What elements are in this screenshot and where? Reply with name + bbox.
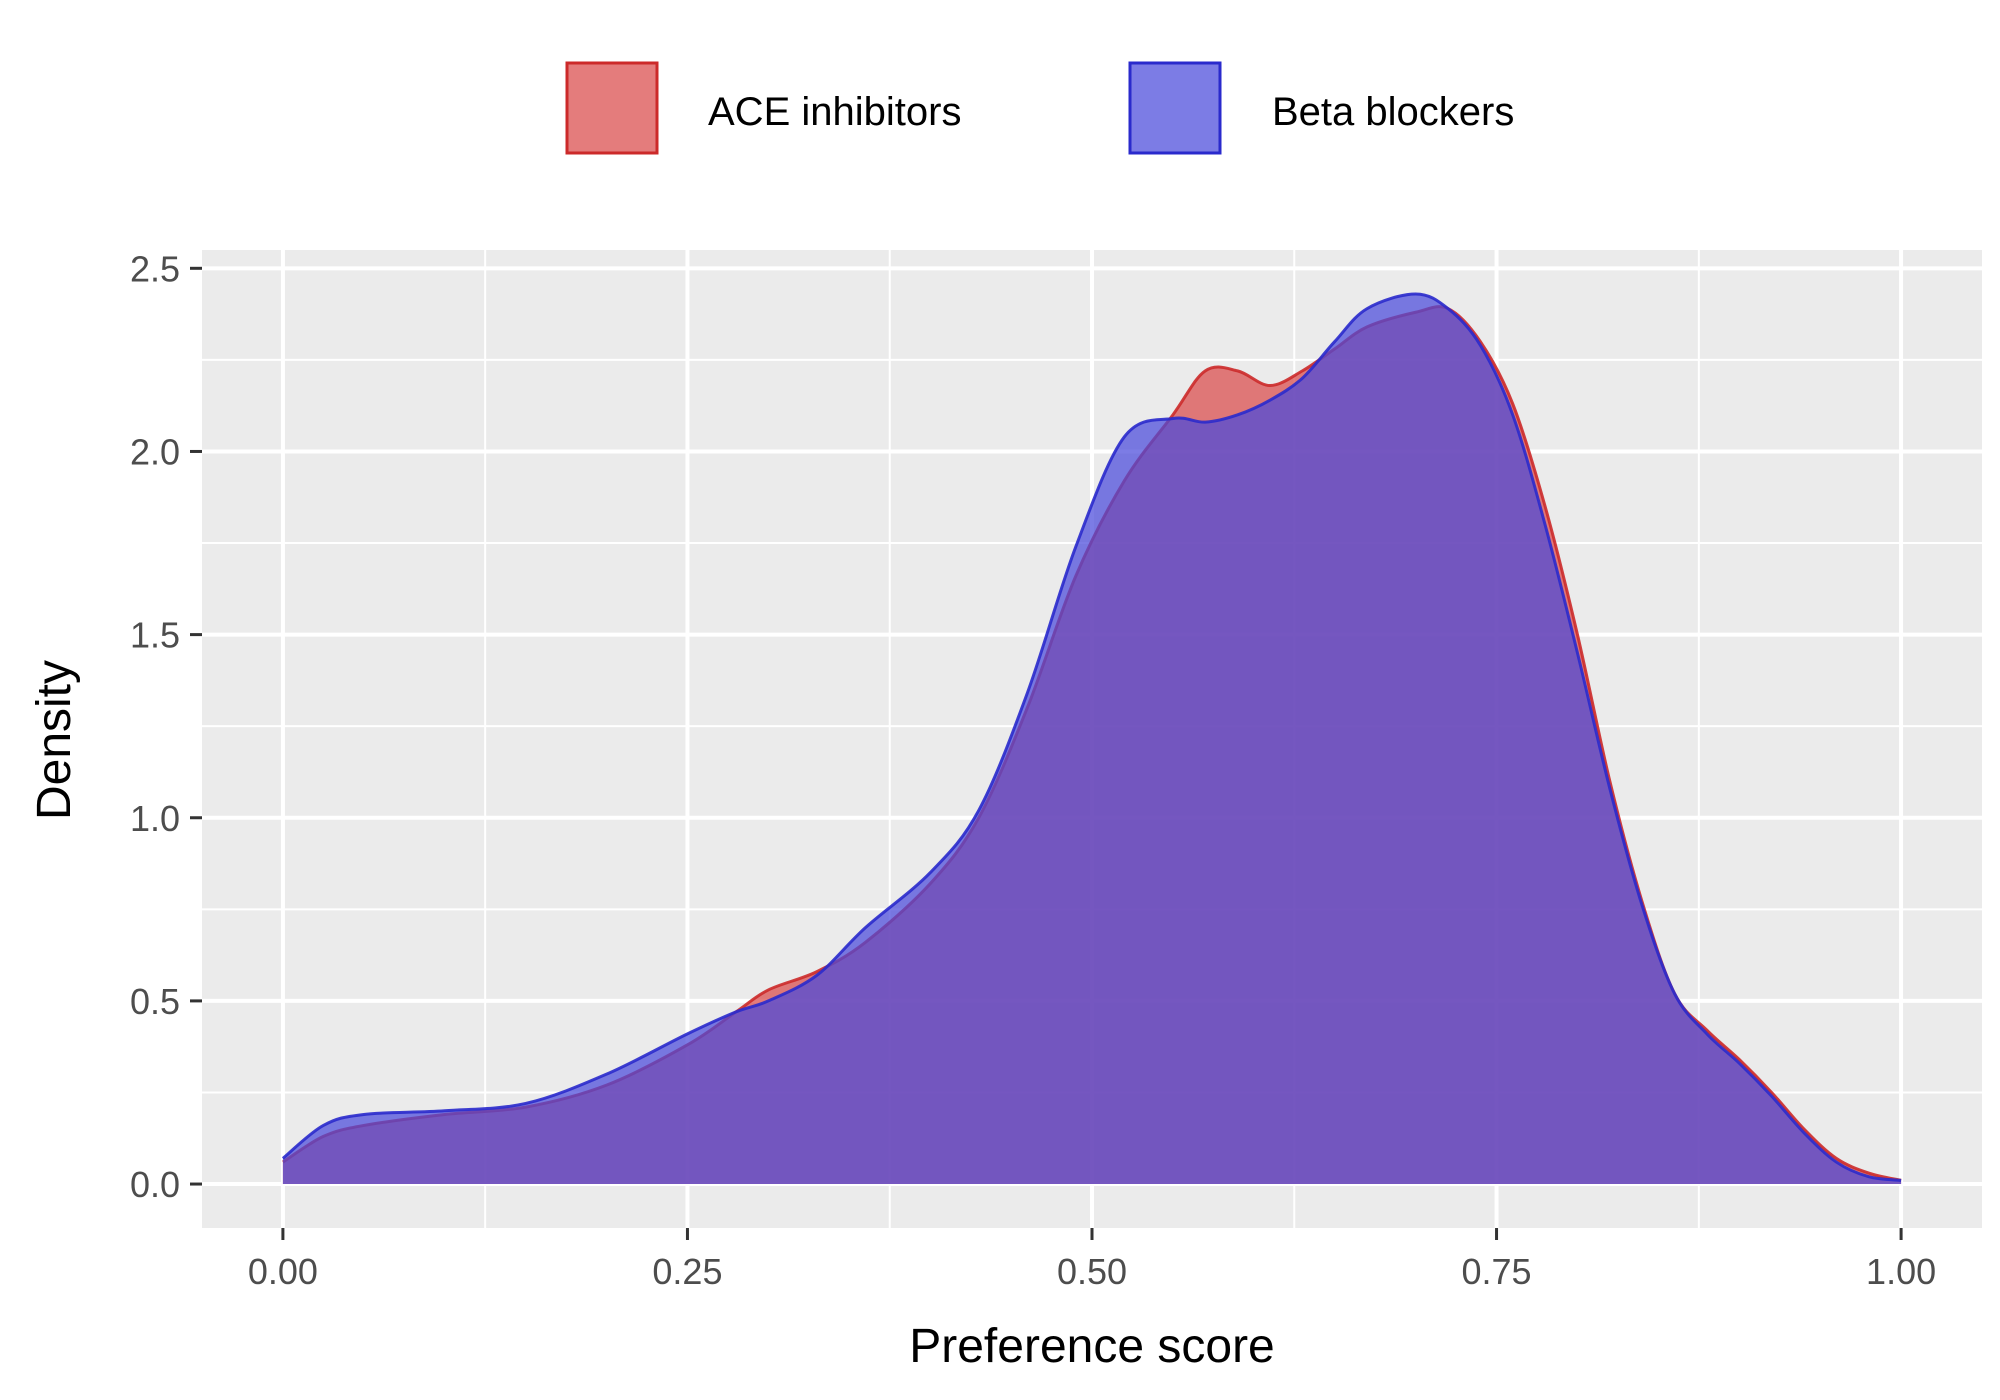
legend: ACE inhibitors Beta blockers bbox=[565, 61, 1514, 155]
y-tick-label: 2.0 bbox=[130, 431, 180, 472]
y-tick-label: 0.5 bbox=[130, 981, 180, 1022]
y-tick-label: 1.5 bbox=[130, 615, 180, 656]
x-tick-label: 1.00 bbox=[1866, 1251, 1936, 1292]
y-tick-label: 0.0 bbox=[130, 1164, 180, 1205]
x-tick-label: 0.00 bbox=[248, 1251, 318, 1292]
legend-label-beta-blockers: Beta blockers bbox=[1272, 90, 1514, 134]
y-axis: 0.0 0.5 1.0 1.5 2.0 2.5 bbox=[130, 248, 202, 1205]
x-axis: 0.00 0.25 0.50 0.75 1.00 bbox=[248, 1228, 1936, 1292]
x-tick-label: 0.75 bbox=[1462, 1251, 1532, 1292]
x-axis-title: Preference score bbox=[909, 1320, 1275, 1373]
series-layer bbox=[281, 292, 1902, 1185]
y-axis-title: Density bbox=[28, 660, 81, 820]
y-tick-label: 1.0 bbox=[130, 798, 180, 839]
legend-label-ace-inhibitors: ACE inhibitors bbox=[708, 90, 961, 134]
density-area-beta-blockers bbox=[282, 293, 1902, 1185]
legend-key-ace-inhibitors bbox=[565, 61, 659, 155]
legend-key-beta-blockers bbox=[1128, 61, 1222, 155]
x-tick-label: 0.25 bbox=[652, 1251, 722, 1292]
x-tick-label: 0.50 bbox=[1057, 1251, 1127, 1292]
density-line-beta-blockers bbox=[281, 292, 1902, 1182]
y-tick-label: 2.5 bbox=[130, 248, 180, 289]
